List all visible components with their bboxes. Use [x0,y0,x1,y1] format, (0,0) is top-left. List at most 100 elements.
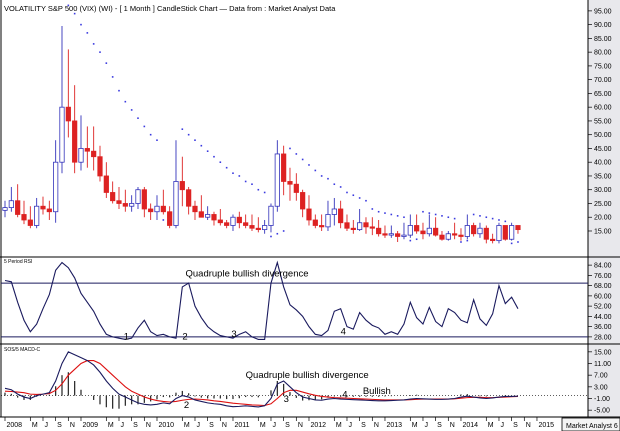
candle-body [312,219,318,226]
watermark: Market Analyst 6 [566,423,618,430]
macd-panel: 15.00 11.00 7.00 3.00 -1.00 -5.00 [1,349,612,415]
sar-dot [263,191,266,194]
sar-dot [346,191,348,194]
rsi-tick-label: 68.00 [594,283,612,290]
candle-body [331,208,337,215]
sar-dot [99,51,101,53]
rsi-tick-label: 28.00 [594,334,612,341]
sar-dot [225,166,228,169]
macd-tick-label: 3.00 [594,384,608,391]
sar-dot [86,32,89,34]
sar-dot [213,155,215,158]
macd-tick-label: -1.00 [594,396,610,403]
sar-dot [339,186,342,188]
watermark-box [561,417,620,431]
sar-dot [289,147,291,150]
candle-body [376,227,382,235]
sar-dot [390,213,393,216]
x-tick-label: 2011 [234,422,249,429]
candle-body [420,230,426,235]
chart-title: VOLATILITY S&P 500 (VIX) (WI) - [ 1 Mont… [4,4,336,13]
sar-dot [415,238,418,241]
sar-dot [111,76,114,78]
candle-body [255,227,261,231]
candle-body [59,106,65,163]
price-tick-label: 85.00 [594,36,612,43]
sar-dot [295,153,298,155]
sar-dot [270,235,272,238]
sar-dot [504,220,507,223]
sar-dot [447,216,450,219]
candle-body [249,225,255,229]
sar-dot [333,183,336,186]
sar-dot [422,210,424,213]
candle-body [363,222,369,228]
candle-body [293,183,299,193]
sar-dot [320,175,323,177]
annotation-label: 4 [341,326,346,337]
rsi-tick-label: 44.00 [594,314,612,321]
sar-dot [257,188,260,191]
candle-body [160,205,166,213]
candle-body [281,153,287,182]
sar-dot [479,215,481,217]
sar-dot [238,175,241,177]
sar-dot [472,213,475,216]
candle-body [490,238,496,242]
rsi-line [4,260,519,340]
candle-body [211,214,217,221]
sar-dot [396,215,399,217]
candle-body [230,216,236,226]
sar-dot [428,212,431,214]
x-tick-label: 2008 [7,422,23,429]
sar-dot [244,180,247,183]
candle-body [243,222,249,226]
x-tick-label: 2012 [310,422,326,429]
rsi-tick-label: 52.00 [594,304,612,311]
sar-dot [308,164,310,166]
price-tick-label: 55.00 [594,118,612,125]
sar-dot [149,133,152,136]
price-tick-label: 35.00 [594,173,612,180]
x-tick-label: M [336,422,342,429]
x-tick-label: J [44,422,48,429]
candle-body [103,175,109,193]
rsi-tick-label: 76.00 [594,273,612,280]
sar-dot [137,117,139,119]
candle-body [78,148,84,163]
candle-body [496,225,502,242]
macd-tick-label: -5.00 [594,408,610,415]
price-tick-label: 65.00 [594,91,612,98]
candle-body [262,225,268,231]
candle-body [401,234,407,237]
x-tick-label: S [57,422,62,429]
x-tick-label: J [424,422,428,429]
x-tick-label: N [222,422,227,429]
annotations: Quadruple bullish divergence 1 2 3 4 Quadrupl… [124,269,391,411]
candle-body [439,234,445,240]
price-panel: 95.00 90.00 85.00 80.00 75.00 70.00 65.00 60.00… [2,4,612,245]
rsi-panel-label: 5 Period RSI [4,259,32,265]
candle-body [471,225,477,235]
candle-body [445,233,451,240]
x-tick-label: S [285,422,290,429]
candle-body [509,225,515,240]
annotation-label: 1 [124,331,129,342]
sar-dot [466,239,469,242]
sar-dot [365,199,367,202]
sar-dot [118,89,120,92]
price-tick-label: 50.00 [594,132,612,139]
rsi-tick-label: 84.00 [594,263,612,270]
candle-body [338,208,344,224]
sar-dot [251,183,253,186]
candle-body [15,200,21,215]
macd-panel-label: SOS/5 MACD-C [4,347,41,353]
candle-body [414,225,420,232]
x-tick-label: S [361,422,366,429]
sar-dot [232,172,234,175]
candle-body [84,148,90,152]
candle-body [205,214,211,218]
x-tick-label: S [209,422,214,429]
sar-dot [200,144,203,147]
candle-body [141,189,147,210]
